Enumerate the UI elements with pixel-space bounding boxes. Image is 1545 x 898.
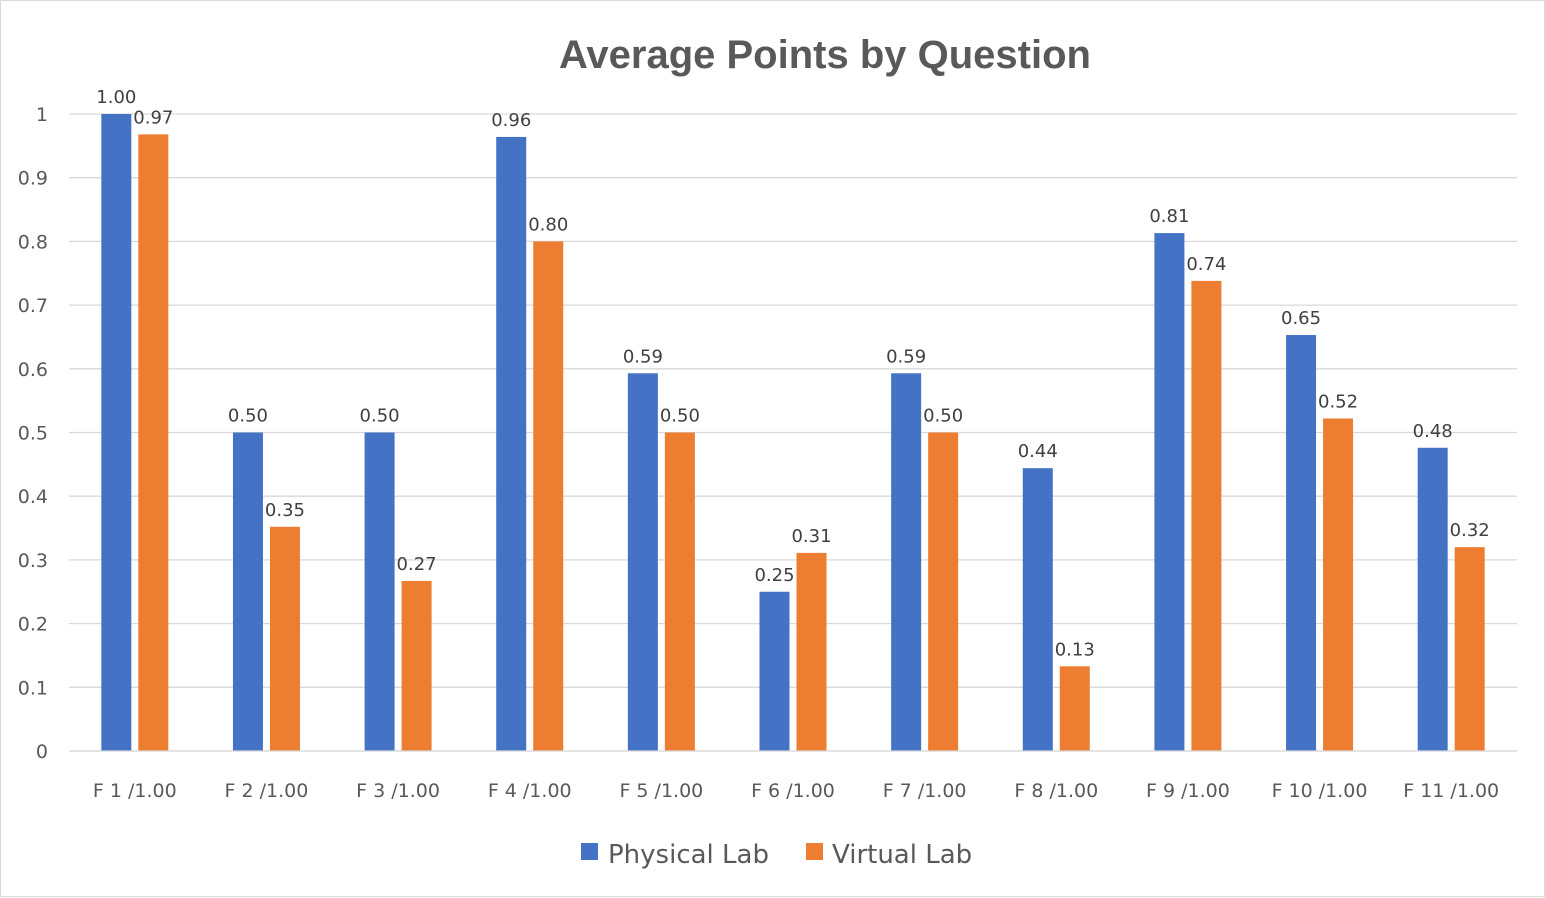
gridlines: [69, 113, 1517, 752]
y-tick-label: 0.8: [18, 231, 48, 253]
bar-virtual-lab: [401, 580, 432, 751]
bar-physical-lab: [1154, 233, 1185, 751]
bar-physical-lab: [1286, 335, 1317, 751]
data-label: 0.50: [660, 406, 700, 427]
bar-virtual-lab: [1059, 666, 1090, 751]
data-label: 0.31: [791, 526, 831, 547]
bar-virtual-lab: [138, 134, 169, 751]
bar-virtual-lab: [796, 552, 827, 751]
y-tick-label: 1: [36, 104, 48, 126]
bar-physical-lab: [759, 591, 790, 751]
bar-virtual-lab: [664, 432, 695, 751]
data-label: 0.35: [265, 500, 305, 521]
x-tick-label: F 10 /1.00: [1272, 780, 1368, 802]
bar-physical-lab: [496, 136, 527, 751]
data-label: 0.59: [623, 346, 663, 367]
data-label: 0.65: [1281, 308, 1321, 329]
x-tick-label: F 5 /1.00: [619, 780, 703, 802]
y-tick-label: 0.1: [18, 677, 48, 699]
data-label: 0.50: [923, 406, 963, 427]
bar-physical-lab: [627, 373, 658, 751]
bar-physical-lab: [1417, 447, 1448, 751]
data-label: 0.52: [1318, 391, 1358, 412]
bar-virtual-lab: [1454, 547, 1485, 751]
data-label: 0.96: [491, 110, 531, 131]
y-axis: 0 0.1 0.2 0.3 0.4 0.5 0.6 0.7 0.8 0.9 1: [18, 104, 48, 763]
x-tick-label: F 8 /1.00: [1014, 780, 1098, 802]
bars: [101, 114, 1485, 751]
data-label: 0.32: [1450, 520, 1490, 541]
x-tick-label: F 7 /1.00: [883, 780, 967, 802]
x-tick-label: F 1 /1.00: [93, 780, 177, 802]
bar-virtual-lab: [928, 432, 959, 751]
x-tick-label: F 11 /1.00: [1403, 780, 1499, 802]
y-tick-label: 0.5: [18, 423, 48, 445]
bar-physical-lab: [101, 114, 132, 751]
x-tick-label: F 6 /1.00: [751, 780, 835, 802]
data-label: 0.44: [1018, 441, 1058, 462]
data-label: 0.59: [886, 346, 926, 367]
bar-physical-lab: [364, 432, 395, 751]
bar-physical-lab: [891, 373, 922, 751]
legend-swatch: [806, 843, 823, 860]
data-label: 0.50: [228, 406, 268, 427]
bar-virtual-lab: [533, 241, 564, 751]
data-label: 0.13: [1055, 639, 1095, 660]
data-label: 1.00: [96, 87, 136, 108]
data-labels: 1.000.97 0.50 0.35 0.50 0.27 0.96 0.80 0.59 0.50…: [96, 87, 1489, 660]
y-tick-label: 0.2: [18, 614, 48, 636]
data-label: 0.80: [528, 214, 568, 235]
x-tick-label: F 4 /1.00: [488, 780, 572, 802]
data-label: 0.97: [133, 107, 173, 128]
bar-physical-lab: [232, 432, 263, 751]
data-label: 0.50: [360, 406, 400, 427]
legend-label: Physical Lab: [608, 840, 769, 870]
x-axis: F 1 /1.00 F 2 /1.00 F 3 /1.00 F 4 /1.00 F 5 …: [69, 750, 1517, 802]
y-tick-label: 0.3: [18, 550, 48, 572]
bar-physical-lab: [1022, 468, 1053, 751]
y-tick-label: 0.6: [18, 359, 48, 381]
chart-title: Average Points by Question: [559, 33, 1091, 77]
x-tick-label: F 9 /1.00: [1146, 780, 1230, 802]
data-label: 0.27: [397, 554, 437, 575]
data-label: 0.74: [1186, 254, 1226, 275]
x-tick-label: F 2 /1.00: [225, 780, 309, 802]
bar-virtual-lab: [1323, 418, 1354, 751]
y-tick-label: 0.9: [18, 168, 48, 190]
x-tick-label: F 3 /1.00: [356, 780, 440, 802]
data-label: 0.81: [1149, 206, 1189, 227]
legend-swatch: [581, 843, 598, 860]
y-tick-label: 0.4: [18, 486, 48, 508]
y-tick-label: 0.7: [18, 295, 48, 317]
data-label: 0.25: [754, 565, 794, 586]
bar-virtual-lab: [269, 526, 300, 751]
legend-label: Virtual Lab: [832, 840, 972, 870]
data-label: 0.48: [1413, 421, 1453, 442]
y-tick-label: 0: [36, 741, 48, 763]
legend: Physical Lab Virtual Lab: [581, 840, 972, 870]
bar-virtual-lab: [1191, 280, 1222, 751]
